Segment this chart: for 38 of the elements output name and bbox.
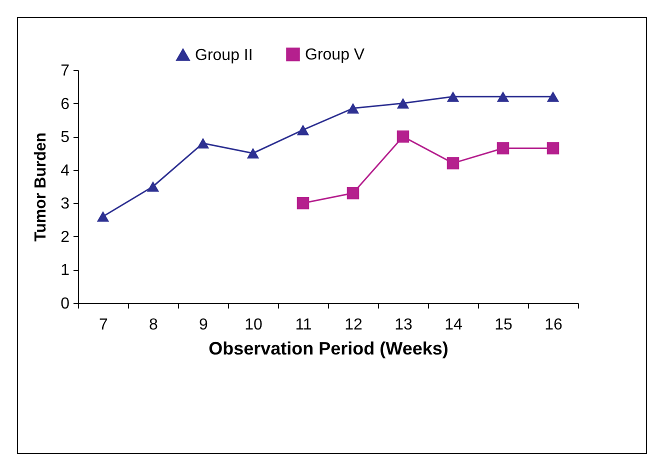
- point: [246, 148, 260, 159]
- x-tick-label: 10: [244, 316, 262, 334]
- y-tick-label: 0: [60, 296, 70, 312]
- x-tick-label: 11: [295, 316, 312, 334]
- point: [196, 138, 210, 149]
- point: [446, 91, 460, 102]
- x-tick-label: 9: [199, 316, 208, 334]
- x-tick-label: 15: [494, 316, 512, 334]
- point: [396, 130, 410, 143]
- x-tick-label: 7: [99, 316, 108, 334]
- x-tick-label: 16: [544, 316, 562, 334]
- x-axis-title: Observation Period (Weeks): [208, 338, 448, 358]
- x-tick-label: 14: [444, 316, 462, 334]
- y-tick-label: 2: [60, 228, 70, 246]
- y-axis-title: Tumor Burden: [32, 132, 50, 242]
- y-tick-label: 1: [60, 262, 70, 280]
- point: [346, 102, 360, 114]
- x-tick-label: 13: [394, 316, 412, 334]
- point: [496, 142, 510, 154]
- y-tick-label: 5: [60, 129, 70, 146]
- point: [346, 187, 360, 200]
- point: [146, 181, 160, 192]
- point: [496, 91, 510, 102]
- x-tick-label: 12: [344, 316, 362, 334]
- point: [296, 124, 310, 136]
- point: [96, 211, 110, 222]
- y-tick-label: 4: [60, 162, 70, 180]
- point: [296, 197, 310, 210]
- legend-label: Group II: [195, 46, 253, 64]
- point: [546, 142, 560, 154]
- y-tick-label: 3: [60, 196, 70, 213]
- y-tick-label: 7: [60, 62, 70, 80]
- x-tick-label: 8: [149, 316, 158, 334]
- legend-label: Group V: [305, 46, 365, 64]
- point: [446, 157, 460, 170]
- point: [396, 98, 410, 109]
- y-tick-label: 6: [60, 96, 70, 113]
- point: [546, 91, 560, 102]
